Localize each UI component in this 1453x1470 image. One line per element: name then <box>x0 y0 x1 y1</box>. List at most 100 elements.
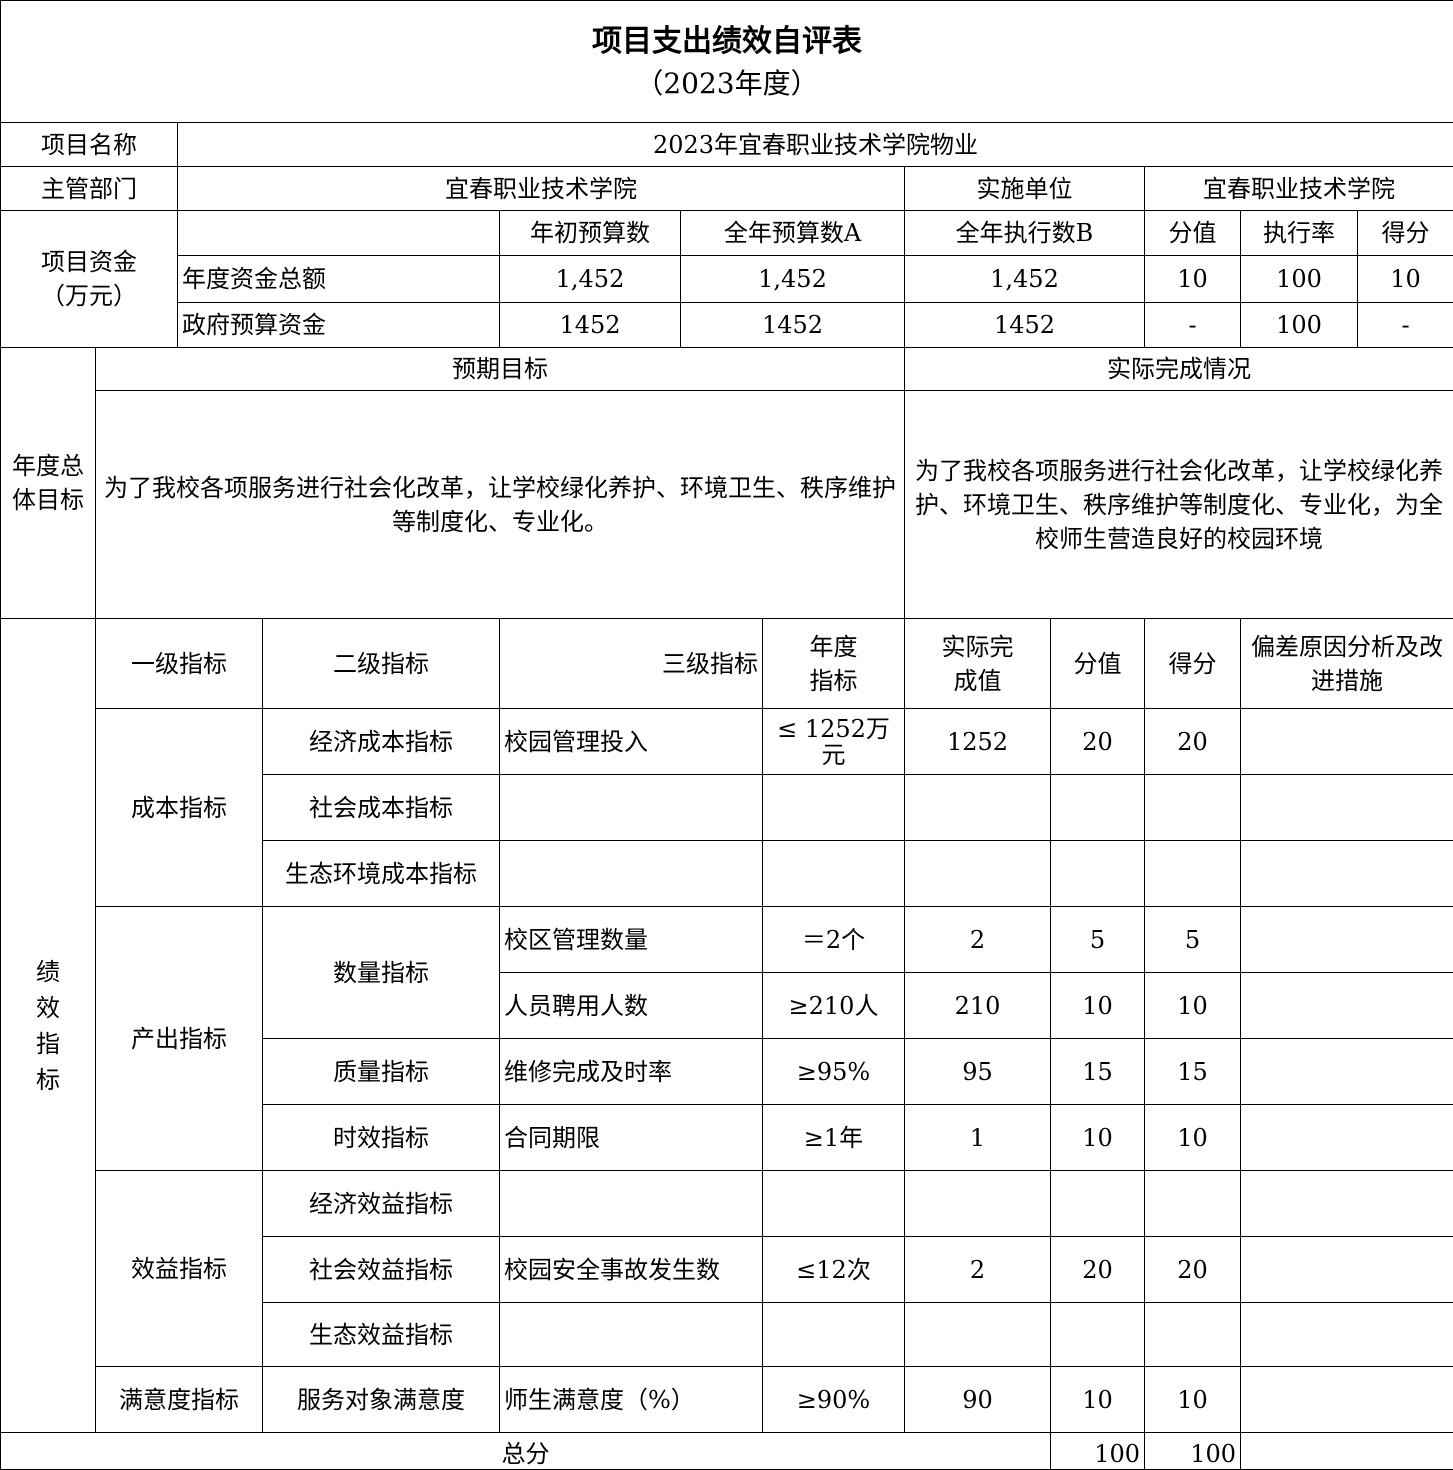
indicator-header: 分值 <box>1051 619 1145 709</box>
funds-label: 项目资金 （万元） <box>1 211 178 348</box>
level2-indicator: 生态环境成本指标 <box>263 841 500 907</box>
score <box>1145 775 1241 841</box>
actual-value: 210 <box>905 973 1051 1039</box>
actual-value: 1 <box>905 1105 1051 1171</box>
level1-indicator: 成本指标 <box>96 709 263 907</box>
funds-header: 年初预算数 <box>500 211 681 256</box>
deviation-note <box>1241 775 1453 841</box>
funds-cell: 1,452 <box>681 256 905 303</box>
actual-value <box>905 1303 1051 1367</box>
score: 5 <box>1145 907 1241 973</box>
total-score: 100 <box>1145 1433 1241 1470</box>
score <box>1145 1171 1241 1237</box>
level3-indicator: 校区管理数量 <box>500 907 763 973</box>
deviation-note <box>1241 973 1453 1039</box>
actual-value: 95 <box>905 1039 1051 1105</box>
annual-target <box>763 1303 905 1367</box>
indicator-header: 二级指标 <box>263 619 500 709</box>
score-value <box>1051 1303 1145 1367</box>
score: 20 <box>1145 1237 1241 1303</box>
score-value: 5 <box>1051 907 1145 973</box>
page-subtitle: （2023年度） <box>5 64 1449 104</box>
indicator-header: 一级指标 <box>96 619 263 709</box>
actual-value: 1252 <box>905 709 1051 775</box>
funds-cell: 100 <box>1241 256 1358 303</box>
level3-indicator: 合同期限 <box>500 1105 763 1171</box>
actual-value: 2 <box>905 1237 1051 1303</box>
deviation-note <box>1241 709 1453 775</box>
actual-goal-text: 为了我校各项服务进行社会化改革，让学校绿化养护、环境卫生、秩序维护等制度化、专业… <box>905 391 1453 619</box>
level3-indicator <box>500 841 763 907</box>
annual-target <box>763 841 905 907</box>
annual-target: ≤ 1252万元 <box>763 709 905 775</box>
total-note <box>1241 1433 1453 1470</box>
annual-target <box>763 775 905 841</box>
actual-value <box>905 775 1051 841</box>
dept-label: 主管部门 <box>1 167 178 211</box>
indicator-header-text: 年度指标 <box>804 630 864 698</box>
indicator-header: 实际完成值 <box>905 619 1051 709</box>
goals-label: 年度总体目标 <box>1 348 96 619</box>
project-name-value: 2023年宜春职业技术学院物业 <box>178 123 1453 167</box>
indicators-label-text: 绩效指标 <box>33 954 63 1098</box>
indicator-header-text: 实际完成值 <box>933 630 1023 698</box>
level1-indicator: 满意度指标 <box>96 1367 263 1433</box>
funds-cell: 1,452 <box>500 256 681 303</box>
funds-cell: - <box>1358 303 1453 348</box>
level2-indicator: 经济成本指标 <box>263 709 500 775</box>
funds-cell: 1,452 <box>905 256 1145 303</box>
funds-cell: 10 <box>1358 256 1453 303</box>
page-title: 项目支出绩效自评表 <box>5 20 1449 64</box>
funds-cell: 1452 <box>905 303 1145 348</box>
funds-row-name: 年度资金总额 <box>178 256 500 303</box>
actual-goal-header: 实际完成情况 <box>905 348 1453 391</box>
annual-target: ≥95% <box>763 1039 905 1105</box>
indicator-row: 效益指标经济效益指标 <box>1 1171 1453 1237</box>
level3-indicator: 维修完成及时率 <box>500 1039 763 1105</box>
funds-header: 得分 <box>1358 211 1453 256</box>
impl-label: 实施单位 <box>905 167 1145 211</box>
score <box>1145 841 1241 907</box>
funds-header: 执行率 <box>1241 211 1358 256</box>
indicator-header: 年度指标 <box>763 619 905 709</box>
project-name-label: 项目名称 <box>1 123 178 167</box>
annual-target: ＝2个 <box>763 907 905 973</box>
funds-blank-header <box>178 211 500 256</box>
score-value <box>1051 1171 1145 1237</box>
funds-cell: 1452 <box>681 303 905 348</box>
actual-value: 2 <box>905 907 1051 973</box>
score-value <box>1051 775 1145 841</box>
level3-indicator: 人员聘用人数 <box>500 973 763 1039</box>
funds-cell: 1452 <box>500 303 681 348</box>
indicator-header: 得分 <box>1145 619 1241 709</box>
score <box>1145 1303 1241 1367</box>
actual-value <box>905 1171 1051 1237</box>
level2-indicator: 社会效益指标 <box>263 1237 500 1303</box>
score: 20 <box>1145 709 1241 775</box>
deviation-note <box>1241 1171 1453 1237</box>
level2-indicator: 时效指标 <box>263 1105 500 1171</box>
level3-indicator: 校园安全事故发生数 <box>500 1237 763 1303</box>
actual-value: 90 <box>905 1367 1051 1433</box>
funds-row-name: 政府预算资金 <box>178 303 500 348</box>
deviation-note <box>1241 1237 1453 1303</box>
expected-goal-text: 为了我校各项服务进行社会化改革，让学校绿化养护、环境卫生、秩序维护等制度化、专业… <box>96 391 905 619</box>
deviation-note <box>1241 841 1453 907</box>
funds-label-line2: （万元） <box>5 279 173 313</box>
impl-value: 宜春职业技术学院 <box>1145 167 1453 211</box>
score-value: 10 <box>1051 973 1145 1039</box>
level3-indicator <box>500 775 763 841</box>
funds-header: 分值 <box>1145 211 1241 256</box>
level2-indicator: 经济效益指标 <box>263 1171 500 1237</box>
score: 10 <box>1145 1105 1241 1171</box>
score-value: 10 <box>1051 1367 1145 1433</box>
total-score-value: 100 <box>1051 1433 1145 1470</box>
score: 10 <box>1145 973 1241 1039</box>
dept-value: 宜春职业技术学院 <box>178 167 905 211</box>
level1-indicator: 产出指标 <box>96 907 263 1171</box>
annual-target: ≥1年 <box>763 1105 905 1171</box>
annual-target <box>763 1171 905 1237</box>
